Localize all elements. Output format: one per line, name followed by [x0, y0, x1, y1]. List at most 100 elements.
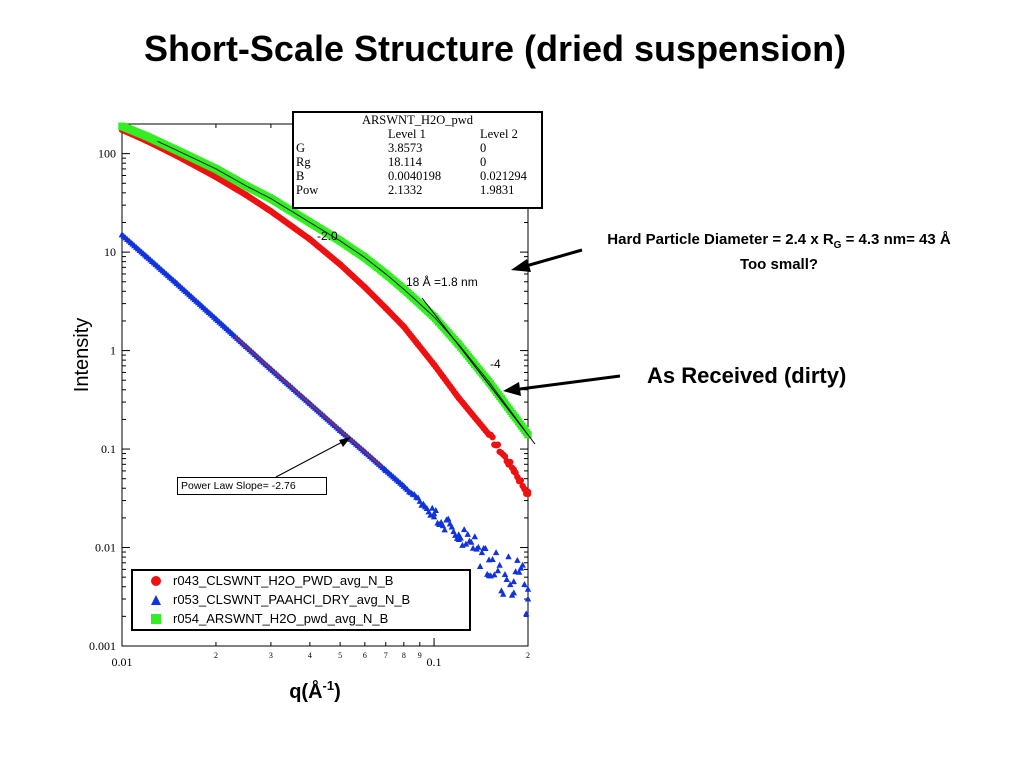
marker — [489, 433, 496, 441]
note-diameter-prefix: Hard Particle Diameter = 2.4 x R — [607, 231, 834, 248]
x-tick-label: 2 — [214, 651, 218, 660]
fit-table-header — [294, 127, 388, 141]
x-tick-label: 7 — [384, 651, 388, 660]
legend-item: r054_ARSWNT_H2O_pwd_avg_N_B — [133, 609, 469, 628]
legend-item: r043_CLSWNT_H2O_PWD_avg_N_B — [133, 571, 469, 590]
fit-table-row: Rg 18.114 0 — [294, 155, 541, 169]
marker — [524, 585, 532, 592]
marker — [501, 571, 509, 578]
marker — [503, 576, 510, 583]
fit-table-row: B 0.0040198 0.021294 — [294, 169, 541, 183]
marker — [462, 540, 470, 547]
x-tick-label: 2 — [526, 651, 530, 660]
power-law-fit-line — [234, 335, 383, 468]
marker — [457, 534, 464, 541]
fit-table-cell: G — [296, 141, 306, 155]
marker — [429, 504, 436, 511]
fit-table-row: G 3.8573 0 — [294, 141, 541, 155]
fit-table-cell: 18.114 — [388, 155, 422, 169]
y-tick-label: 1 — [110, 344, 116, 358]
marker — [464, 530, 471, 537]
slope-arrow-head — [339, 437, 351, 447]
marker — [427, 511, 434, 518]
marker — [460, 526, 468, 533]
marker — [505, 553, 512, 560]
x-tick-label: 8 — [402, 651, 406, 660]
fit-table-cell: B — [296, 169, 305, 183]
slope-arrow-line — [275, 439, 347, 478]
marker — [519, 561, 526, 568]
marker — [507, 458, 514, 466]
fit-curve — [157, 140, 529, 435]
chart-legend: r043_CLSWNT_H2O_PWD_avg_N_B r053_CLSWNT_… — [131, 569, 471, 631]
marker — [494, 567, 502, 574]
note-too-small: Too small? — [739, 256, 819, 273]
fit-table-header: Level 1 — [388, 127, 426, 141]
fit-table-cell: 0 — [480, 155, 487, 169]
y-tick-label: 0.001 — [89, 639, 116, 653]
note-diameter-suffix: = 4.3 nm= 43 Å — [841, 231, 951, 248]
x-tick-label: 9 — [418, 651, 422, 660]
plot-axes: 0.001 0.01 0.1 1 10 100 0.01 2 3 4 5 6 7 8 9 0.1 2 Intens… — [71, 123, 530, 703]
note-diameter-sub: G — [833, 240, 842, 251]
fit-table-cell: 0.021294 — [480, 169, 527, 183]
marker — [448, 523, 455, 530]
marker — [489, 556, 496, 563]
marker — [476, 562, 484, 569]
marker — [492, 549, 500, 556]
x-tick-label: 3 — [269, 651, 273, 660]
marker — [523, 610, 530, 617]
triangle-marker-icon — [145, 594, 167, 606]
as-received-arrow-head — [503, 382, 521, 396]
marker — [517, 477, 525, 484]
marker — [521, 580, 528, 587]
legend-label: r053_CLSWNT_PAAHCl_DRY_avg_N_B — [173, 592, 411, 607]
x-tick-label: 6 — [363, 651, 367, 660]
marker — [482, 544, 489, 551]
fit-table-cell: 0.0040198 — [388, 169, 442, 183]
guide-line — [421, 297, 536, 445]
marker — [491, 571, 498, 578]
y-tick-label: 0.1 — [101, 442, 116, 456]
slide-title: Short-Scale Structure (dried suspension) — [143, 28, 847, 69]
marker — [469, 544, 477, 551]
marker — [441, 526, 448, 533]
rg-length-label: 18 Å =1.8 nm — [406, 274, 478, 289]
y-axis-label: Intensity — [71, 318, 93, 392]
fit-table-cell: 3.8573 — [388, 141, 423, 155]
y-tick-label: 100 — [98, 147, 116, 161]
hard-particle-note: Hard Particle Diameter = 2.4 x RG = 4.3 … — [556, 230, 1002, 274]
marker — [501, 453, 509, 460]
fit-table-cell: 1.9831 — [480, 183, 515, 197]
data-point — [510, 578, 517, 585]
fit-table-cell: Rg — [296, 155, 311, 169]
marker — [478, 549, 486, 556]
x-axis-label: q(Å-1) — [289, 678, 341, 703]
marker — [514, 556, 521, 563]
x-tick-label: 0.1 — [427, 655, 442, 669]
fit-table-title: ARSWNT_H2O_pwd — [361, 113, 474, 127]
fit-table-header: Level 2 — [480, 127, 518, 141]
fit-parameter-table: ARSWNT_H2O_pwd Level 1 Level 2 G 3.8573 … — [292, 111, 543, 209]
annotation-overlays: -2.0 18 Å =1.8 nm -4 — [157, 140, 621, 478]
marker — [445, 515, 452, 522]
circle-marker-icon — [145, 575, 167, 587]
marker — [499, 590, 507, 597]
fit-table-header-row: Level 1 Level 2 — [294, 127, 541, 141]
marker — [507, 581, 514, 588]
x-tick-label: 4 — [308, 651, 312, 660]
fit-table-cell: Pow — [296, 183, 319, 197]
slope-neg4-label: -4 — [490, 357, 501, 371]
marker — [524, 488, 532, 495]
marker — [468, 538, 475, 545]
diameter-arrow-line — [525, 248, 583, 268]
marker — [471, 533, 479, 540]
square-marker-icon — [145, 613, 167, 625]
data-point — [524, 595, 532, 602]
marker — [510, 589, 518, 596]
diameter-arrow-head — [511, 259, 531, 272]
x-tick-label: 5 — [338, 651, 342, 660]
series-1 — [118, 231, 532, 617]
y-tick-label: 10 — [104, 245, 116, 259]
